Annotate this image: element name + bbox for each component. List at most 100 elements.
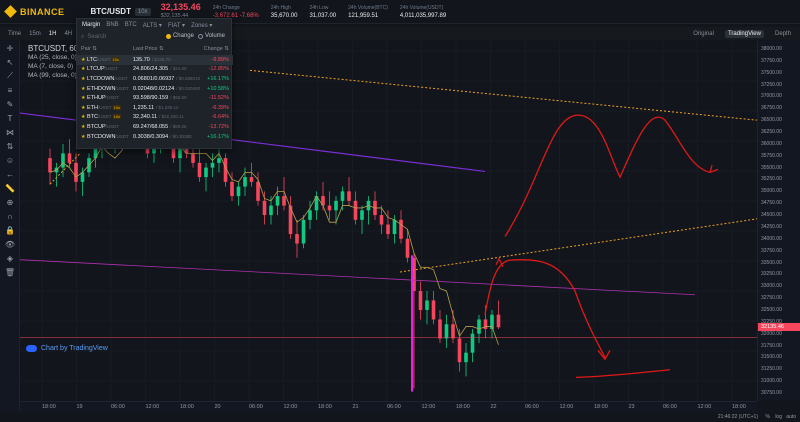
change-radio-label[interactable]: Change bbox=[172, 33, 194, 39]
candle-body[interactable] bbox=[321, 196, 325, 206]
candle-body[interactable] bbox=[379, 215, 384, 225]
zoom-in-icon[interactable]: ⊕ bbox=[6, 197, 14, 207]
layers-icon[interactable]: ◈ bbox=[6, 253, 14, 263]
candle-body[interactable] bbox=[470, 333, 475, 353]
crosshair-icon[interactable]: ✛ bbox=[6, 43, 14, 53]
candle-body[interactable] bbox=[243, 177, 247, 187]
timeframe-15m[interactable]: 15m bbox=[29, 30, 41, 37]
pair-row[interactable]: ★ LTCDOWN/USDT 0.06801/0.06937/ $0.068010 +… bbox=[77, 74, 233, 84]
candle-body[interactable] bbox=[405, 238, 410, 258]
category-tab[interactable]: BTC bbox=[124, 22, 137, 28]
pair-row[interactable]: ★ ETHDOWN/USDT 0.02048/0.02124/ $0.020480 +… bbox=[77, 84, 233, 94]
view-tab-original[interactable]: Original bbox=[693, 30, 714, 37]
category-tab[interactable]: ALTS ▾ bbox=[142, 22, 162, 29]
candle-body[interactable] bbox=[184, 148, 189, 154]
trend-line-icon[interactable]: ⟋ bbox=[7, 71, 13, 80]
prediction-icon[interactable]: ⇅ bbox=[6, 141, 14, 151]
favorite-star-icon[interactable]: ★ bbox=[81, 75, 86, 82]
timeframe-1h[interactable]: 1H bbox=[48, 30, 57, 37]
candle-body[interactable] bbox=[301, 219, 306, 244]
candle-body[interactable] bbox=[262, 200, 267, 216]
view-tab-tradingview[interactable]: TradingView bbox=[724, 29, 764, 38]
candle-body[interactable] bbox=[93, 148, 98, 159]
pair-row[interactable]: ★ ETHUP/USDT 93.598/90.159/ $93.60 -11.52% bbox=[77, 93, 233, 103]
auto-toggle[interactable]: auto bbox=[786, 414, 796, 420]
col-pair[interactable]: Pair ⇅ bbox=[81, 46, 97, 52]
drawn-arrow-head[interactable] bbox=[495, 257, 504, 268]
candle-body[interactable] bbox=[418, 290, 423, 310]
candle-body[interactable] bbox=[308, 210, 312, 220]
favorite-star-icon[interactable]: ★ bbox=[81, 95, 86, 102]
view-tab-depth[interactable]: Depth bbox=[774, 30, 791, 37]
candle-body[interactable] bbox=[197, 162, 202, 178]
candle-body[interactable] bbox=[74, 162, 78, 182]
category-tab[interactable]: Zones ▾ bbox=[191, 22, 213, 29]
volume-radio[interactable] bbox=[197, 33, 203, 39]
candle-body[interactable] bbox=[217, 158, 221, 163]
favorite-star-icon[interactable]: ★ bbox=[81, 66, 86, 73]
candle-body[interactable] bbox=[412, 257, 416, 291]
candle-body[interactable] bbox=[295, 234, 299, 244]
candle-body[interactable] bbox=[425, 300, 429, 310]
binance-logo[interactable]: BINANCE bbox=[4, 5, 65, 18]
category-tab[interactable]: BNB bbox=[106, 22, 119, 28]
horizontal-lines-icon[interactable]: ≡ bbox=[7, 85, 13, 95]
candle-body[interactable] bbox=[431, 300, 436, 320]
candle-body[interactable] bbox=[334, 200, 338, 211]
candle-body[interactable] bbox=[353, 200, 358, 220]
candle-body[interactable] bbox=[269, 205, 273, 216]
percent-toggle[interactable]: % bbox=[765, 414, 770, 420]
favorite-star-icon[interactable]: ★ bbox=[81, 133, 86, 140]
candle-body[interactable] bbox=[451, 324, 455, 339]
favorite-star-icon[interactable]: ★ bbox=[81, 56, 86, 63]
timeframe-4h[interactable]: 4H bbox=[64, 30, 73, 37]
trend-line-short[interactable] bbox=[49, 153, 81, 185]
candle-body[interactable] bbox=[392, 219, 397, 235]
candle-body[interactable] bbox=[230, 181, 234, 197]
candle-body[interactable] bbox=[340, 191, 345, 201]
ma-legend-1[interactable]: MA (25, close, 0) bbox=[28, 54, 77, 61]
pair-row[interactable]: ★ ETH/USDT 10x 1,235.11/ $1,235.11 -6.39% bbox=[77, 103, 233, 113]
tradingview-watermark[interactable]: Chart by TradingView bbox=[26, 345, 108, 352]
candle-body[interactable] bbox=[48, 158, 52, 173]
pair-row[interactable]: ★ BTCDOWN/USDT 0.3038/0.3094/ $0.30380 +16.… bbox=[77, 132, 233, 142]
drawn-arrow-head[interactable] bbox=[709, 165, 719, 173]
candle-body[interactable] bbox=[275, 196, 280, 206]
back-arrow-icon[interactable]: ← bbox=[6, 169, 14, 179]
candle-body[interactable] bbox=[496, 314, 501, 328]
change-radio[interactable] bbox=[165, 33, 171, 39]
col-last-price[interactable]: Last Price ⇅ bbox=[133, 46, 164, 52]
candle-body[interactable] bbox=[386, 224, 390, 235]
drawn-arrow-head[interactable] bbox=[597, 349, 611, 361]
candle-body[interactable] bbox=[347, 191, 351, 201]
search-box[interactable]: ⌕ Search bbox=[81, 31, 227, 43]
magnet-icon[interactable]: ∩ bbox=[7, 211, 13, 221]
eye-icon[interactable]: 👁 bbox=[4, 239, 16, 249]
candle-body[interactable] bbox=[191, 153, 195, 163]
candle-body[interactable] bbox=[256, 181, 260, 201]
candle-body[interactable] bbox=[490, 314, 494, 329]
category-tab[interactable]: FIAT ▾ bbox=[167, 22, 186, 29]
trash-icon[interactable]: 🗑 bbox=[4, 267, 16, 277]
favorite-star-icon[interactable]: ★ bbox=[81, 114, 86, 121]
pair-row[interactable]: ★ LTC/USDT 10x 135.70/ $135.70 -9.89% bbox=[77, 55, 233, 65]
candle-body[interactable] bbox=[360, 210, 364, 220]
time-axis[interactable]: 18:00 19 06:00 12:00 18:00 20 06:00 12:00 18:00 2… bbox=[20, 401, 757, 413]
cursor-icon[interactable]: ↖ bbox=[6, 57, 14, 67]
ruler-icon[interactable]: 📏 bbox=[5, 183, 15, 193]
trend-line-support[interactable] bbox=[20, 259, 696, 296]
lock-icon[interactable]: 🔒 bbox=[5, 225, 15, 235]
drawn-projection-down[interactable] bbox=[484, 259, 606, 358]
favorite-star-icon[interactable]: ★ bbox=[81, 104, 86, 111]
candle-body[interactable] bbox=[210, 162, 215, 168]
trend-line-ascending[interactable] bbox=[399, 218, 757, 273]
timeframe-time[interactable]: Time bbox=[8, 30, 22, 37]
candle-body[interactable] bbox=[464, 352, 468, 363]
candle-body[interactable] bbox=[236, 186, 241, 197]
candle-body[interactable] bbox=[483, 319, 488, 329]
candle-body[interactable] bbox=[249, 177, 254, 182]
candle-body[interactable] bbox=[80, 172, 85, 182]
trend-line-resistance[interactable] bbox=[249, 69, 757, 121]
text-icon[interactable]: T bbox=[7, 113, 13, 123]
ma-legend-2[interactable]: MA (7, close, 0) bbox=[28, 63, 74, 70]
